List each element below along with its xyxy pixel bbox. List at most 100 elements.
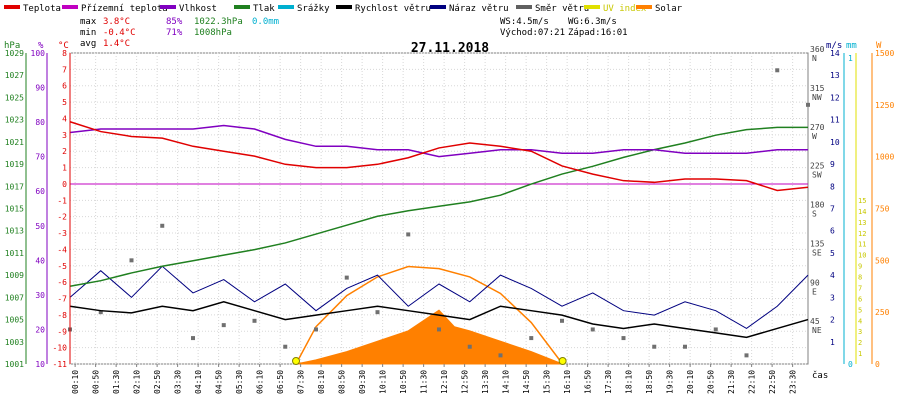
time-tick-16: 10:50 [399, 370, 408, 394]
wind-dir-point-15 [529, 336, 534, 341]
temp-tick-11: -3 [57, 229, 67, 238]
ms-tick-3: 11 [830, 116, 840, 125]
wind-dir-point-7 [283, 344, 288, 349]
temp-unit-label: °C [58, 41, 69, 51]
temp-tick-15: -7 [57, 295, 67, 304]
temp-tick-1: 7 [62, 65, 67, 74]
wind-dir-point-14 [498, 353, 503, 358]
dir-tick-name-2: W [812, 132, 817, 141]
hpa-tick-7: 1015 [5, 205, 24, 214]
temp-tick-4: 4 [62, 114, 67, 123]
stats-max-hum: 85% [166, 17, 183, 27]
wind-dir-point-18 [621, 336, 626, 341]
pressure-line [69, 126, 808, 287]
legend-swatch-2 [160, 5, 176, 9]
time-tick-28: 18:50 [645, 370, 654, 394]
temp-tick-16: -8 [57, 311, 67, 320]
stats-max-label: max [80, 17, 97, 27]
dir-tick-name-1: NW [812, 93, 822, 102]
wind-dir-point-22 [744, 353, 749, 358]
mm-tick-0: 1 [848, 54, 853, 63]
axis-units: hPa % °C m/s mm W čas [4, 41, 882, 381]
solar-tick-5: 250 [875, 308, 890, 317]
solar-area [295, 309, 563, 365]
pct-unit-label: % [38, 41, 44, 51]
time-tick-22: 14:50 [522, 370, 531, 394]
time-tick-1: 00:50 [92, 370, 101, 394]
dir-tick-deg-2: 270 [810, 123, 825, 132]
hpa-tick-14: 1001 [5, 360, 24, 369]
legend-swatch-1 [62, 5, 78, 9]
time-tick-8: 05:30 [235, 370, 244, 394]
time-tick-20: 13:30 [481, 370, 490, 394]
uv-tick-6: 9 [858, 263, 862, 271]
solar-tick-4: 500 [875, 256, 890, 265]
hpa-tick-13: 1003 [5, 338, 24, 347]
uv-tick-5: 10 [858, 252, 866, 260]
temp-tick-10: -2 [57, 213, 67, 222]
dir-tick-deg-3: 225 [810, 162, 825, 171]
temp-tick-9: -1 [57, 196, 67, 205]
wind-dir-point-1 [98, 310, 103, 315]
wind-dir-point-6 [252, 318, 257, 323]
stats-sunrise: Východ:07:21 [500, 28, 565, 38]
pct-tick-1: 90 [35, 84, 45, 93]
wind-dir-point-13 [467, 344, 472, 349]
mm-unit-label: mm [846, 41, 857, 51]
wind-dir-point-11 [406, 232, 411, 237]
legend-swatch-4 [278, 5, 294, 9]
dir-tick-name-5: SE [812, 248, 822, 257]
stats-avg-label: avg [80, 39, 96, 49]
time-tick-35: 23:30 [789, 370, 798, 394]
hpa-tick-3: 1023 [5, 116, 24, 125]
hpa-tick-0: 1029 [5, 49, 24, 58]
wind-layer [69, 265, 809, 339]
uv-tick-2: 13 [858, 219, 866, 227]
ms-tick-7: 7 [830, 205, 835, 214]
stats-min-hum: 71% [166, 28, 183, 38]
legend-label-2: Vlhkost [179, 4, 217, 14]
time-tick-26: 17:30 [604, 370, 613, 394]
wind-dir-point-24 [806, 102, 810, 107]
time-tick-23: 15:30 [543, 370, 552, 394]
temp-tick-6: 2 [62, 147, 67, 156]
ms-tick-0: 14 [830, 49, 840, 58]
solar-tick-2: 1000 [875, 153, 894, 162]
ms-tick-12: 2 [830, 316, 835, 325]
pct-tick-9: 10 [35, 360, 45, 369]
wind-dir-point-17 [590, 327, 595, 332]
time-tick-14: 09:30 [358, 370, 367, 394]
humidity-line [69, 124, 808, 158]
legend-label-4: Srážky [297, 4, 330, 14]
legend-swatch-9 [636, 5, 652, 9]
ms-unit-label: m/s [826, 41, 842, 51]
axes-layer: 1029102710251023102110191017101510131011… [5, 45, 895, 394]
time-tick-19: 12:50 [461, 370, 470, 394]
legend-label-1: Přízemní teplota [81, 4, 168, 14]
ms-tick-8: 6 [830, 227, 835, 236]
hpa-tick-5: 1019 [5, 160, 24, 169]
dir-tick-deg-5: 135 [810, 239, 825, 248]
pct-tick-4: 60 [35, 187, 45, 196]
pct-tick-8: 20 [35, 325, 45, 334]
time-tick-24: 16:10 [563, 370, 572, 394]
w-unit-label: W [876, 41, 882, 51]
stats-min-label: min [80, 28, 96, 38]
wind-dir-point-3 [160, 223, 165, 228]
wind-dir-point-2 [129, 258, 134, 263]
wind-dir-point-20 [683, 344, 687, 349]
hpa-tick-12: 1005 [5, 316, 24, 325]
time-tick-21: 14:10 [502, 370, 511, 394]
solar-tick-3: 750 [875, 205, 890, 214]
pct-tick-2: 80 [35, 118, 45, 127]
time-tick-2: 01:30 [112, 370, 121, 394]
temp-tick-5: 3 [62, 131, 67, 140]
hpa-tick-1: 1027 [5, 71, 24, 80]
time-tick-3: 02:10 [133, 370, 142, 394]
dir-tick-deg-1: 315 [810, 84, 825, 93]
legend-label-9: Solar [655, 4, 683, 14]
dir-tick-deg-4: 180 [810, 201, 825, 210]
time-tick-12: 08:10 [317, 370, 326, 394]
temp-tick-3: 5 [62, 98, 67, 107]
stats-sunset: Západ:16:01 [568, 28, 628, 38]
